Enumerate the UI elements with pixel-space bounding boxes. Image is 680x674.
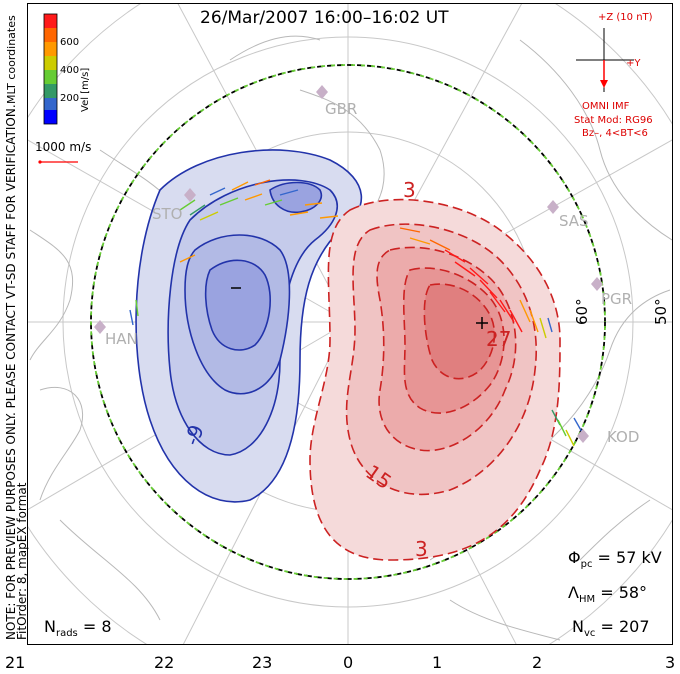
nrads-subscript: rads <box>55 628 78 640</box>
stat-model-line1: Stat Mod: RG96 <box>574 115 653 126</box>
colorbar-tick-600: 600 <box>60 37 80 48</box>
phi-symbol: Φ <box>568 548 581 567</box>
station-sto: STO <box>152 205 183 223</box>
colorbar-swatch <box>44 84 57 98</box>
colorbar-tick-400: 400 <box>60 65 80 76</box>
nvc-symbol: N <box>572 617 584 636</box>
station-kod: KOD <box>607 428 640 446</box>
colorbar-tick-200: 200 <box>60 93 80 104</box>
colorbar-swatch <box>44 98 57 110</box>
station-han: HAN <box>105 330 138 348</box>
colorbar-swatch <box>44 110 57 124</box>
imf-right-label: +Y <box>626 58 641 69</box>
lambda-value: = 58° <box>600 583 648 602</box>
fitorder-text: FitOrder: 8, mapEX format <box>15 482 29 640</box>
velocity-vectors <box>129 179 583 447</box>
phi-pc-stat: Φpc = 57 kV <box>568 548 662 570</box>
phi-value: = 57 kV <box>597 548 662 567</box>
nrads-value: = 8 <box>82 617 112 636</box>
mlt-tick-3: 3 <box>665 653 676 672</box>
imf-clock <box>576 28 634 92</box>
station-gbr: GBR <box>325 100 358 118</box>
nrads-stat: Nrads = 8 <box>44 617 112 639</box>
latitude-60-label: 60° <box>573 298 591 325</box>
colorbar-swatch <box>44 28 57 42</box>
station-pgr: PGR <box>601 290 633 308</box>
map-title: 26/Mar/2007 16:00–16:02 UT <box>200 8 449 28</box>
nvc-value: = 207 <box>600 617 650 636</box>
negative-potential-cell <box>135 149 363 503</box>
phi-subscript: pc <box>580 559 593 571</box>
latitude-50-label: 50° <box>652 298 670 325</box>
imf-caption: OMNI IMF <box>582 101 630 112</box>
colorbar-swatch <box>44 56 57 70</box>
colorbar-swatch <box>44 42 57 56</box>
colorbar-swatch <box>44 14 57 28</box>
nrads-symbol: N <box>44 617 56 636</box>
contour-label-3-top: 3 <box>403 178 416 202</box>
positive-potential-cell <box>309 198 561 561</box>
mlt-tick-1: 1 <box>432 653 443 672</box>
imf-top-label: +Z (10 nT) <box>598 12 653 23</box>
colorbar-label: Vel [m/s] <box>80 67 91 112</box>
mlt-tick-0: 0 <box>343 653 354 672</box>
mlt-tick-2: 2 <box>532 653 543 672</box>
stat-model-line2: Bz–, 4<BT<6 <box>582 128 648 139</box>
lambda-symbol: Λ <box>568 583 579 602</box>
velocity-scale-arrow <box>38 160 78 164</box>
contour-label-27: 27 <box>486 327 512 351</box>
mlt-tick-21: 21 <box>5 653 26 672</box>
station-sas: SAS <box>559 212 589 230</box>
mlt-coordinates-label: MLT coordinates <box>5 15 18 104</box>
colorbar <box>43 13 58 125</box>
mlt-tick-23: 23 <box>252 653 273 672</box>
contour-label-3-bottom: 3 <box>415 537 428 561</box>
nvc-subscript: vc <box>583 628 596 640</box>
lambda-subscript: HM <box>578 594 596 606</box>
lambda-hm-stat: ΛHM = 58° <box>568 583 647 605</box>
colorbar-swatch <box>44 70 57 84</box>
nvc-stat: Nvc = 207 <box>572 617 650 639</box>
velocity-scale-label: 1000 m/s <box>35 140 92 154</box>
mlt-tick-22: 22 <box>154 653 175 672</box>
plot-frame <box>27 3 673 645</box>
station-markers <box>94 85 603 443</box>
